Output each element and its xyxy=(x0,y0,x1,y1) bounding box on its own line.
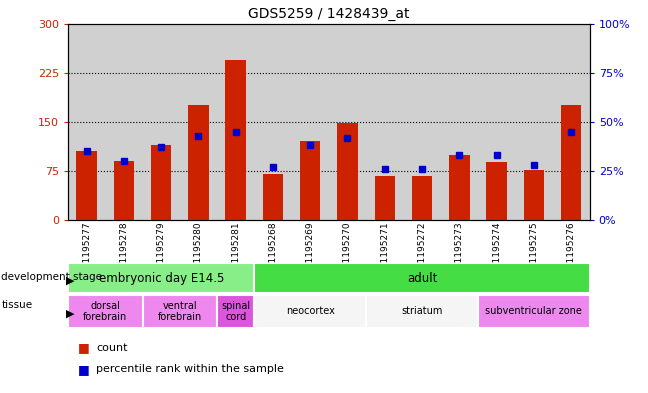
Title: GDS5259 / 1428439_at: GDS5259 / 1428439_at xyxy=(248,7,410,21)
Bar xyxy=(366,24,403,220)
Bar xyxy=(366,295,478,328)
Bar xyxy=(68,263,254,293)
Text: subventricular zone: subventricular zone xyxy=(485,307,582,316)
Bar xyxy=(411,176,432,220)
Bar xyxy=(151,145,172,220)
Text: ■: ■ xyxy=(78,363,89,376)
Bar xyxy=(515,24,552,220)
Bar xyxy=(254,263,590,293)
Text: development stage: development stage xyxy=(1,272,102,281)
Text: neocortex: neocortex xyxy=(286,307,334,316)
Text: ▶: ▶ xyxy=(66,275,75,285)
Bar xyxy=(179,24,217,220)
Bar xyxy=(375,176,395,220)
Bar xyxy=(441,24,478,220)
Bar xyxy=(300,141,321,220)
Bar xyxy=(68,24,105,220)
Bar xyxy=(254,295,366,328)
Bar xyxy=(76,151,97,220)
Bar xyxy=(524,170,544,220)
Text: ▶: ▶ xyxy=(66,309,75,319)
Bar xyxy=(478,24,515,220)
Text: striatum: striatum xyxy=(401,307,443,316)
Bar xyxy=(143,24,179,220)
Bar xyxy=(337,123,358,220)
Bar xyxy=(113,161,134,220)
Text: adult: adult xyxy=(407,272,437,285)
Bar xyxy=(561,105,581,220)
Bar xyxy=(226,60,246,220)
Text: ventral
forebrain: ventral forebrain xyxy=(157,301,202,322)
Bar xyxy=(105,24,143,220)
Bar xyxy=(292,24,329,220)
Bar xyxy=(68,295,143,328)
Bar xyxy=(262,174,283,220)
Bar xyxy=(254,24,292,220)
Bar xyxy=(143,295,217,328)
Text: tissue: tissue xyxy=(1,300,32,310)
Bar xyxy=(486,162,507,220)
Bar xyxy=(217,24,254,220)
Bar xyxy=(449,154,470,220)
Bar xyxy=(478,295,590,328)
Bar xyxy=(188,105,209,220)
Text: spinal
cord: spinal cord xyxy=(221,301,250,322)
Text: dorsal
forebrain: dorsal forebrain xyxy=(83,301,128,322)
Bar xyxy=(403,24,441,220)
Bar xyxy=(329,24,366,220)
Text: percentile rank within the sample: percentile rank within the sample xyxy=(96,364,284,375)
Bar xyxy=(552,24,590,220)
Text: count: count xyxy=(96,343,128,353)
Bar xyxy=(217,295,254,328)
Text: ■: ■ xyxy=(78,341,89,354)
Text: embryonic day E14.5: embryonic day E14.5 xyxy=(98,272,224,285)
